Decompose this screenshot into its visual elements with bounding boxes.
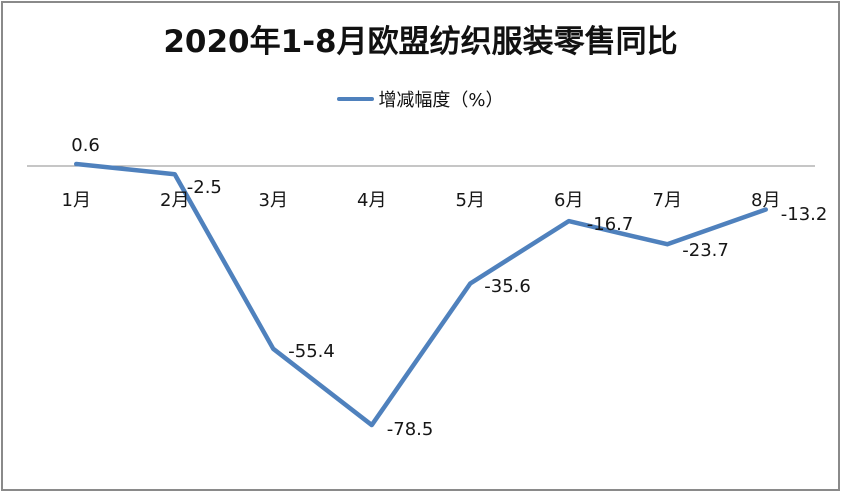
x-axis-tick-label: 4月 [357, 190, 387, 211]
data-point-label: -23.7 [682, 240, 729, 262]
legend: 增减幅度（%） [0, 86, 841, 112]
data-point-label: -2.5 [186, 177, 222, 199]
data-point-label: 0.6 [71, 135, 100, 157]
x-axis-tick-label: 6月 [554, 190, 584, 211]
data-point-label: -35.6 [484, 276, 531, 298]
x-axis-tick-label: 2月 [160, 190, 190, 211]
legend-series-label: 增减幅度（%） [378, 90, 504, 111]
data-point-label: -55.4 [288, 340, 335, 362]
x-axis-tick-label: 3月 [258, 190, 288, 211]
legend-line-swatch [337, 97, 375, 101]
x-axis-tick-label: 5月 [455, 190, 485, 211]
x-axis-tick-label: 1月 [61, 190, 91, 211]
data-point-label: -16.7 [586, 214, 634, 236]
x-axis-tick-label: 7月 [652, 190, 682, 211]
chart-title: 2020年1-8月欧盟纺织服装零售同比 [163, 24, 678, 60]
data-point-label: -13.2 [780, 203, 828, 225]
data-point-label: -78.5 [386, 419, 434, 441]
x-axis-tick-label: 8月 [751, 190, 781, 211]
line-series [74, 161, 768, 428]
